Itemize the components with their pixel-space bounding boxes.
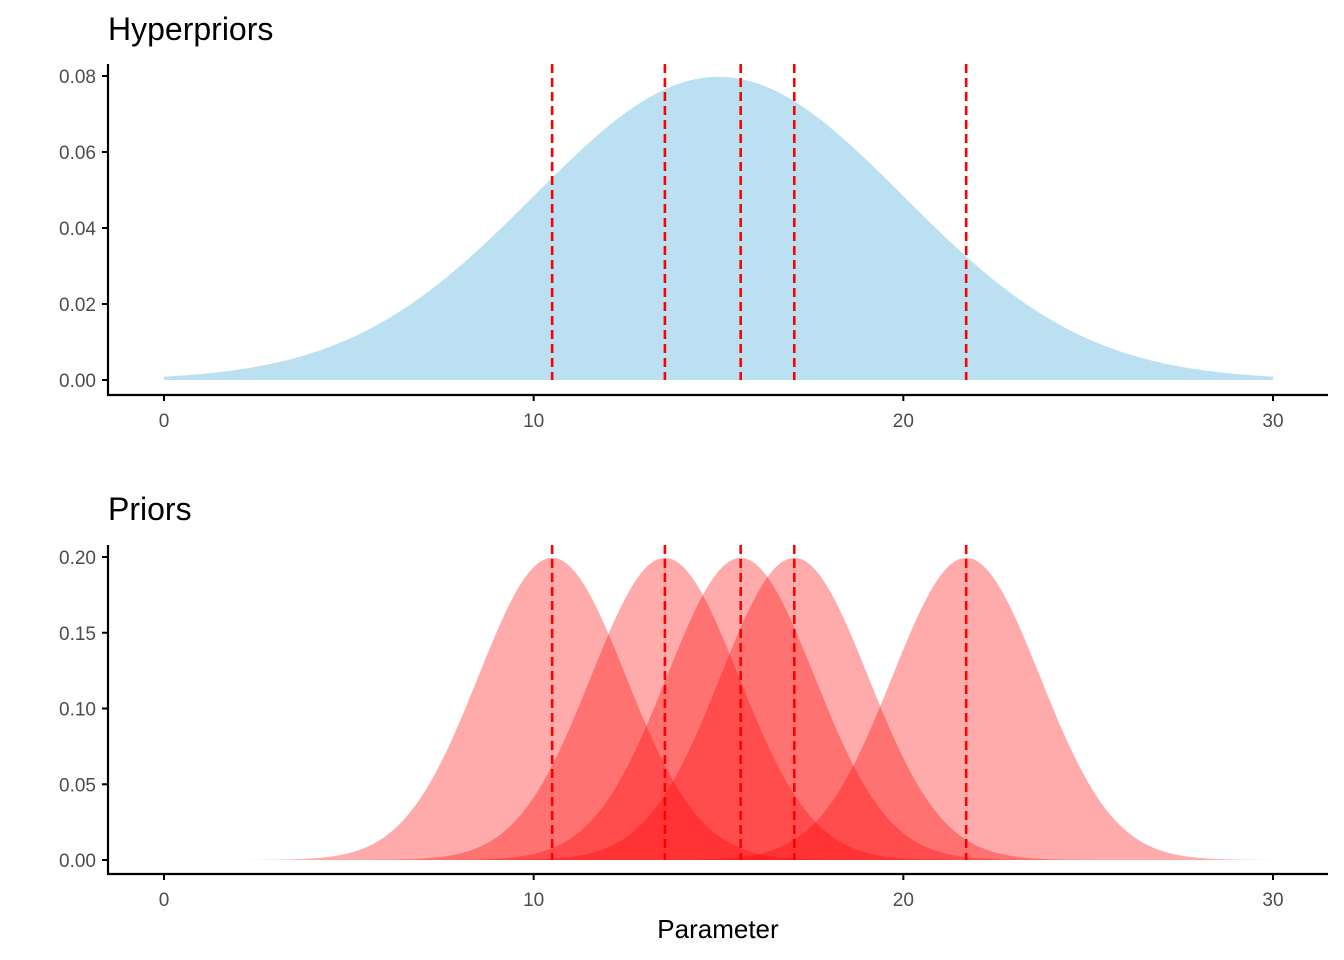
- prior-vlines: [550, 545, 968, 860]
- x-tick-label: 20: [893, 411, 914, 432]
- density-area-1: [164, 557, 1273, 860]
- x-tick-label: 0: [159, 411, 170, 432]
- x-tick-label: 0: [159, 890, 170, 911]
- density-area-2: [164, 557, 1273, 860]
- y-tick-label: 0.06: [59, 143, 96, 164]
- y-tick-label: 0.02: [59, 295, 96, 316]
- density-area-3: [164, 557, 1273, 860]
- x-tick-label: 30: [1262, 411, 1283, 432]
- hyperpriors-axes: 0.00 0.02 0.04 0.06 0.08 0 10 20 30: [59, 64, 1328, 432]
- x-tick-label: 20: [893, 890, 914, 911]
- prior-density-layer: [164, 557, 1273, 860]
- y-tick-label: 0.10: [59, 700, 96, 721]
- y-tick-label: 0.00: [59, 371, 96, 392]
- x-tick-label: 10: [523, 890, 544, 911]
- x-tick-label: 30: [1262, 890, 1283, 911]
- density-area-5: [164, 557, 1273, 860]
- x-tick-label: 10: [523, 411, 544, 432]
- hyperpriors-panel: Hyperpriors 0.00 0.02 0.04 0.06 0.08 0 10 20 30: [59, 11, 1328, 432]
- y-tick-label: 0.00: [59, 851, 96, 872]
- priors-panel: Priors 0.00 0.05 0.10 0.15 0.20 0 10 20 30: [59, 491, 1328, 911]
- priors-axes: 0.00 0.05 0.10 0.15 0.20 0 10 20 30: [59, 545, 1328, 911]
- y-tick-label: 0.20: [59, 548, 96, 569]
- hyperprior-vlines: [550, 64, 968, 380]
- y-tick-label: 0.08: [59, 67, 96, 88]
- y-tick-label: 0.04: [59, 219, 96, 240]
- hyperpriors-title: Hyperpriors: [108, 11, 273, 47]
- hyperprior-density-layer: [164, 76, 1273, 381]
- density-area-1: [164, 76, 1273, 381]
- x-axis-title: Parameter: [657, 914, 779, 944]
- priors-title: Priors: [108, 491, 192, 527]
- density-area-4: [164, 557, 1273, 860]
- y-tick-label: 0.05: [59, 775, 96, 796]
- y-tick-label: 0.15: [59, 624, 96, 645]
